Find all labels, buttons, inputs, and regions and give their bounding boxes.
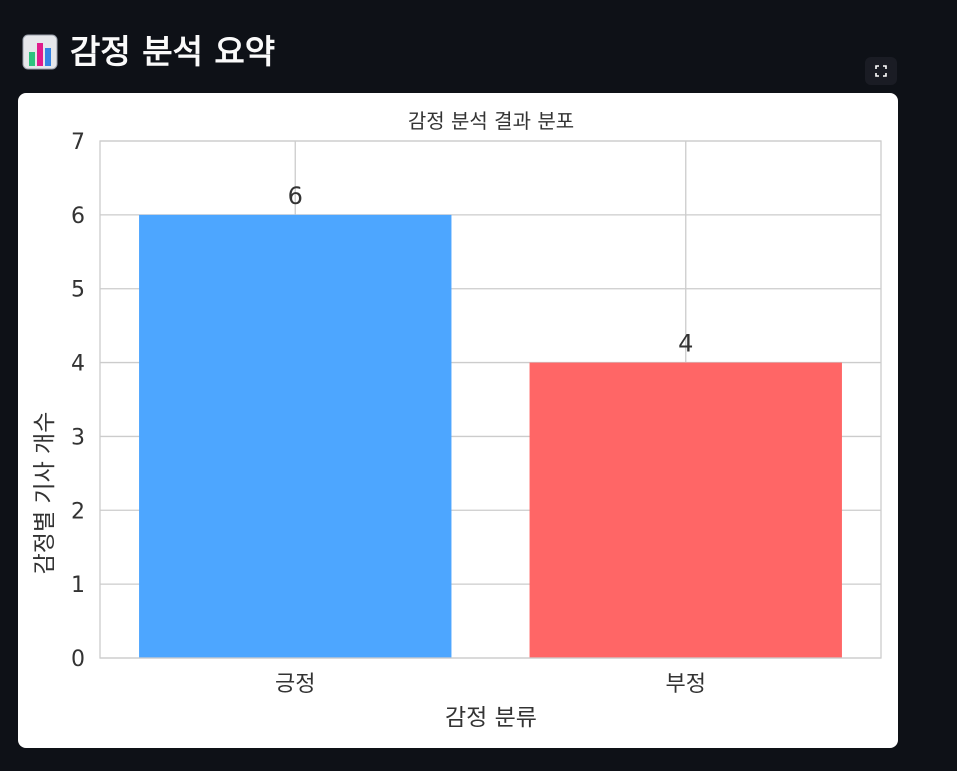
- x-tick-labels: 긍정 부정: [275, 672, 706, 697]
- x-tick-label: 부정: [666, 672, 706, 697]
- x-tick-label: 긍정: [275, 672, 315, 697]
- chart-title: 감정 분석 결과 분포: [408, 109, 574, 133]
- plot-frame: [99, 140, 882, 659]
- y-tick-label: 7: [71, 130, 85, 155]
- bar-value-label: 6: [288, 182, 303, 210]
- y-tick-label: 2: [71, 499, 85, 524]
- bar-chart-emoji-icon: [22, 34, 58, 70]
- y-tick-label: 4: [71, 352, 85, 377]
- bar-1: [529, 362, 842, 658]
- fullscreen-button[interactable]: [865, 57, 897, 85]
- bars: [139, 214, 842, 658]
- y-tick-labels: 0 1 2 3 4 5 6 7: [71, 130, 85, 672]
- fullscreen-icon: [875, 65, 887, 77]
- x-axis-label: 감정 분류: [445, 705, 537, 731]
- y-tick-label: 6: [71, 204, 85, 229]
- bar-0: [139, 214, 452, 658]
- data-labels: 64: [288, 182, 694, 358]
- y-tick-label: 1: [71, 573, 85, 598]
- y-axis-label: 감정별 기사 개수: [32, 412, 58, 575]
- page-header: 감정 분석 요약: [22, 30, 275, 74]
- y-tick-label: 3: [71, 425, 85, 450]
- bar-value-label: 4: [678, 330, 693, 358]
- page-title: 감정 분석 요약: [70, 32, 276, 71]
- y-tick-label: 0: [71, 647, 85, 672]
- y-tick-label: 5: [71, 278, 85, 303]
